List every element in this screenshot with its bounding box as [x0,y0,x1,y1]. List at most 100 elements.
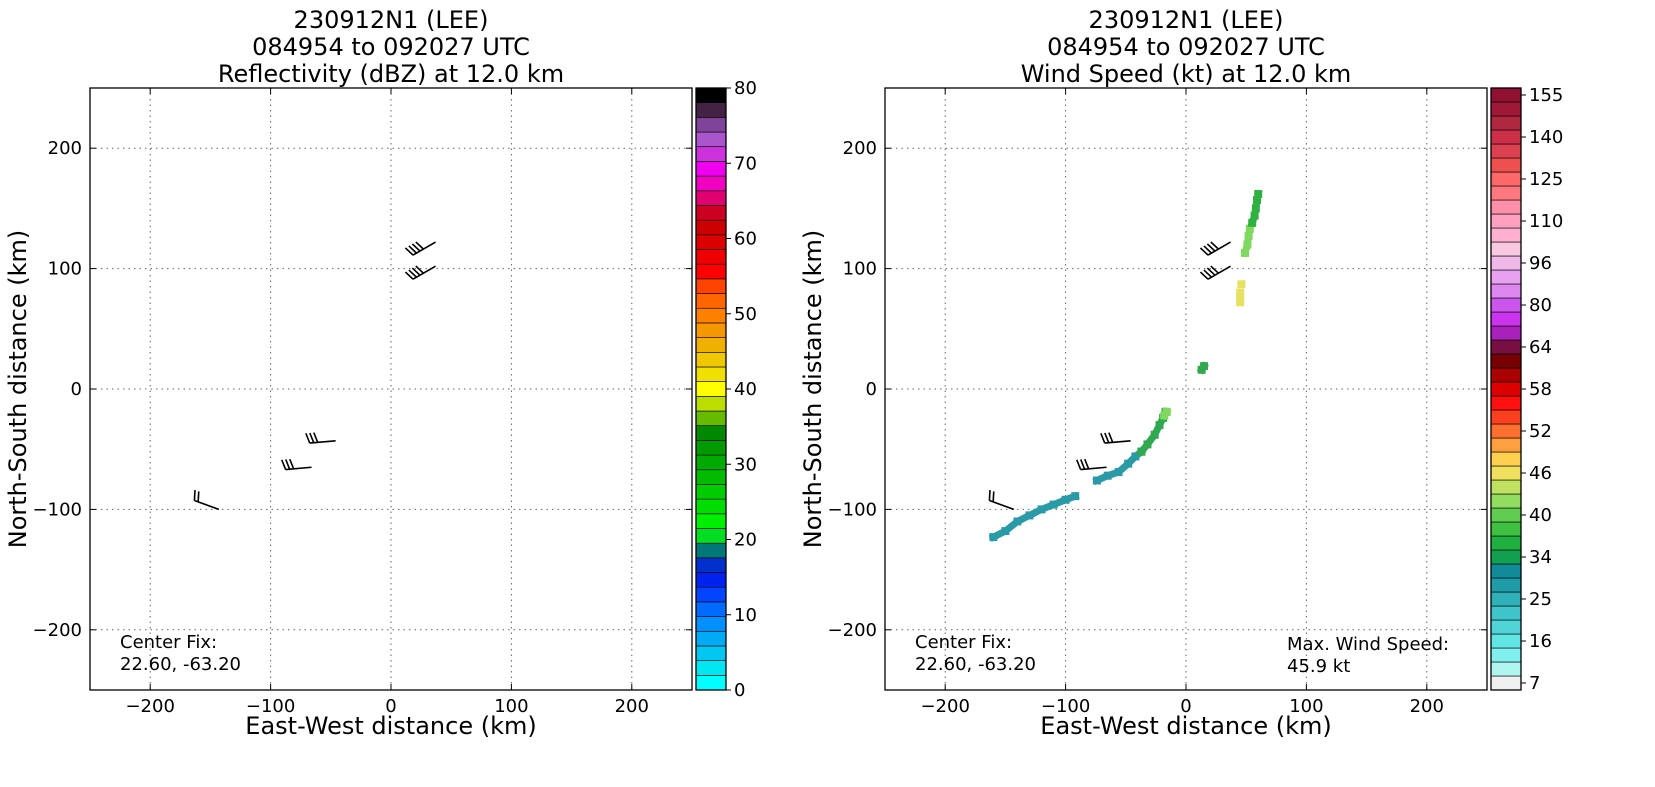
colorbar-bin [1490,437,1522,453]
colorbar-bin [695,190,727,206]
wind-barb [1076,458,1107,471]
colorbar-bin [695,87,727,103]
wind-barb-feather [408,245,418,254]
x-axis-label: East-West distance (km) [245,712,536,740]
colorbar-tick-label: 40 [734,379,757,400]
reflectivity-panel: 230912N1 (LEE)084954 to 092027 UTCReflec… [4,6,757,740]
wind-barb-feather [408,269,418,278]
colorbar-bin [695,572,727,588]
wind-barb-feather [289,458,295,470]
wind-barb-feather [1199,247,1209,256]
wind-barb-feather [281,459,287,470]
colorbar-bin [695,219,727,236]
data-swath [1247,189,1263,228]
y-tick-label: 0 [71,379,82,400]
colorbar-tick-label: 30 [734,454,757,475]
x-tick-label: −200 [920,696,969,717]
colorbar-bin [695,351,727,368]
colorbar-bin [1490,213,1522,229]
colorbar-bin [695,630,727,647]
colorbar-bin [1490,409,1522,425]
colorbar-bin [695,513,727,529]
colorbar-bin [695,616,727,632]
colorbar-bin [695,410,727,427]
colorbar-bin [1490,493,1522,509]
wind-barb-shaft [194,499,220,511]
wind-barb [305,432,336,444]
colorbar-tick-label: 20 [734,530,757,551]
colorbar-bin [1490,451,1522,467]
colorbar-bin [1490,87,1522,103]
colorbar-tick-label: 50 [734,304,757,325]
colorbar-bin [1490,647,1522,663]
wind-barb [404,241,436,256]
colorbar-bin [1490,549,1522,565]
colorbar-tick-label: 80 [734,78,757,99]
colorbar-bin [695,498,727,515]
colorbar-bin [695,440,727,456]
x-tick-label: 100 [494,696,528,717]
annotation-label: Center Fix: [915,632,1012,653]
wind-barb-feather [313,432,319,443]
colorbar-bin [1490,199,1522,215]
colorbar-tick-label: 7 [1529,673,1540,694]
colorbar-bin [695,278,727,294]
wind-barb-feather [415,265,424,274]
colorbar-bin [695,263,727,280]
wind-barb-feather [197,491,200,502]
y-tick-label: −100 [828,499,877,520]
wind-barb-shaft [989,499,1015,511]
colorbar-bin [1490,143,1522,159]
y-tick-label: 0 [866,379,877,400]
colorbar-bin [695,205,727,221]
colorbar-bin [1490,619,1522,635]
colorbar-bin [1490,367,1522,383]
x-tick-label: 200 [615,696,649,717]
wind-barb-feather [309,432,315,443]
colorbar-bin [1490,521,1522,537]
colorbar-bin [695,366,727,382]
colorbar-bin [695,337,727,353]
colorbar-bin [1490,465,1522,481]
chart-title-line: Wind Speed (kt) at 12.0 km [1021,60,1352,88]
wind-barb [404,265,436,280]
data-swath [1159,407,1172,421]
colorbar-tick-label: 46 [1529,463,1552,484]
colorbar-bin [695,557,727,573]
wind-barb-feather [1210,241,1219,250]
x-tick-label: −100 [1041,696,1090,717]
wind-barb-feather [1203,269,1213,278]
colorbar-bin [695,117,727,133]
x-tick-label: 0 [1180,696,1191,717]
y-tick-label: −100 [33,499,82,520]
colorbar-bin [695,528,727,544]
wind-barb-feather [411,267,421,276]
colorbar-bin [1490,535,1522,551]
colorbar-bin [1490,339,1522,355]
colorbar-bin [695,146,727,162]
colorbar-bin [1490,311,1522,327]
wind-barb-feather [285,459,291,470]
colorbar-tick-label: 140 [1529,127,1563,148]
colorbar-tick-label: 80 [1529,295,1552,316]
wind-barb-shaft [309,439,336,444]
colorbar-bin [1490,479,1522,495]
colorbar-bin [1490,633,1522,649]
wind-barb-feather [992,491,995,502]
colorbar-bin [1490,185,1522,201]
wind-barb-feather [1210,265,1219,274]
colorbar-bin [1490,381,1522,397]
colorbar-bin [695,131,727,148]
data-swath [1092,446,1147,486]
colorbar-bin [1490,577,1522,593]
colorbar-tick-label: 25 [1529,589,1552,610]
annotation-label: Max. Wind Speed: [1287,634,1449,655]
colorbar-bin [695,234,727,250]
x-axis-label: East-West distance (km) [1040,712,1331,740]
wind-barb-feather [1108,432,1114,443]
annotation-label: Center Fix: [120,632,217,653]
wind-barb [281,458,312,471]
colorbar-bin [695,675,727,691]
wind-barb-feather [305,433,311,444]
